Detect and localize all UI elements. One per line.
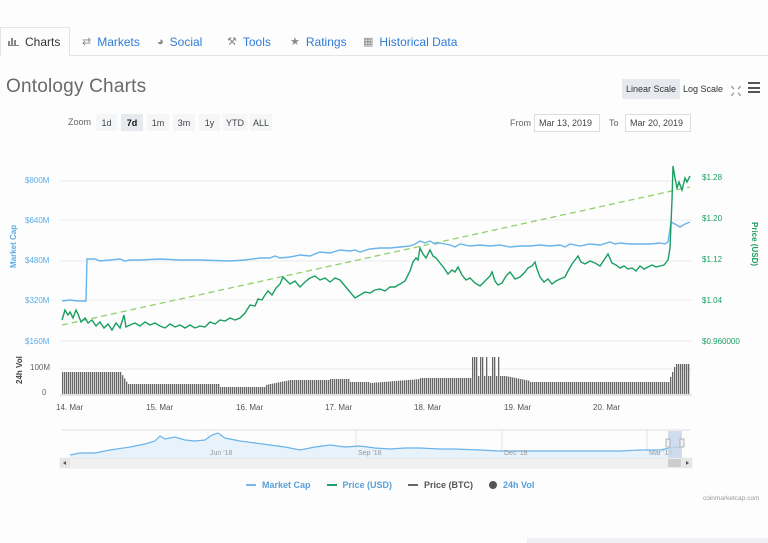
right-axis: $1.28 $1.20 $1.12 $1.04 $0.960000 Price …	[702, 173, 759, 346]
tab-tools[interactable]: ⚒ Tools	[227, 27, 271, 56]
zoom-3m-button[interactable]: 3m	[173, 114, 195, 131]
svg-text:$480M: $480M	[25, 256, 50, 265]
menu-icon[interactable]	[748, 82, 760, 93]
x-axis: 14. Mar 15. Mar 16. Mar 17. Mar 18. Mar …	[56, 403, 620, 412]
legend-line-icon	[326, 484, 337, 486]
zoom-1y-button[interactable]: 1y	[199, 114, 220, 131]
navigator-selection	[668, 431, 682, 458]
svg-text:17. Mar: 17. Mar	[325, 403, 352, 412]
log-scale-button[interactable]: Log Scale	[683, 84, 724, 94]
exchange-icon: ⇄	[82, 36, 92, 48]
fullscreen-icon[interactable]	[730, 83, 742, 97]
price-usd-line	[61, 165, 691, 332]
from-label: From	[510, 118, 531, 128]
svg-text:Dec '18: Dec '18	[504, 450, 528, 457]
navigator[interactable]: Jun '18 Sep '18 Dec '18 Mar '19	[59, 429, 693, 469]
svg-text:16. Mar: 16. Mar	[236, 403, 263, 412]
grid-lines	[60, 180, 692, 370]
globe-icon: ◕	[157, 35, 164, 48]
svg-text:24h Vol: 24h Vol	[15, 356, 24, 384]
market-cap-line	[61, 220, 691, 302]
zoom-label: Zoom	[68, 117, 92, 127]
from-date-input[interactable]: Mar 13, 2019	[534, 114, 600, 132]
zoom-1d-button[interactable]: 1d	[96, 114, 117, 131]
tab-label: Ratings	[305, 34, 347, 49]
tab-historical-data[interactable]: ▦ Historical Data	[363, 27, 457, 56]
zoom-7d-button[interactable]: 7d	[121, 114, 143, 131]
svg-text:14. Mar: 14. Mar	[56, 403, 83, 412]
svg-text:$320M: $320M	[25, 296, 50, 305]
credits-link[interactable]: coinmarketcap.com	[703, 495, 760, 502]
volume-axis: 100M 0 24h Vol	[15, 356, 50, 397]
svg-text:100M: 100M	[30, 363, 50, 372]
bottom-strip	[527, 538, 768, 543]
tab-social[interactable]: ◕ Social	[157, 27, 202, 56]
svg-text:20. Mar: 20. Mar	[593, 403, 620, 412]
tab-label: Tools	[242, 34, 271, 49]
tab-label: Markets	[97, 34, 140, 49]
svg-text:$1.28: $1.28	[702, 173, 723, 182]
legend-line-icon	[246, 484, 256, 486]
calendar-icon: ▦	[363, 36, 374, 48]
wrench-icon: ⚒	[227, 36, 237, 48]
svg-text:$1.12: $1.12	[702, 255, 723, 264]
svg-text:$640M: $640M	[25, 216, 50, 225]
to-label: To	[609, 118, 619, 128]
svg-text:15. Mar: 15. Mar	[146, 403, 173, 412]
svg-text:18. Mar: 18. Mar	[414, 403, 441, 412]
svg-text:Mar '19: Mar '19	[649, 450, 672, 457]
tab-label: Social	[169, 34, 203, 49]
scrollbar-thumb	[668, 459, 681, 467]
svg-text:$160M: $160M	[25, 337, 50, 346]
navigator-handle-right	[679, 438, 685, 448]
svg-text:$800M: $800M	[25, 176, 50, 185]
star-icon: ★	[290, 36, 300, 48]
legend-market-cap[interactable]: Market Cap	[246, 480, 311, 490]
legend-24h-vol[interactable]: 24h Vol	[489, 480, 534, 490]
zoom-1m-button[interactable]: 1m	[147, 114, 169, 131]
chart-legend: Market Cap Price (USD) Price (BTC) 24h V…	[246, 479, 550, 491]
legend-price-usd[interactable]: Price (USD)	[326, 480, 392, 490]
legend-dot-icon	[489, 481, 498, 489]
legend-line-icon	[408, 484, 419, 486]
navigator-scrollbar	[59, 457, 693, 469]
volume-bars	[62, 357, 690, 394]
svg-text:$1.20: $1.20	[702, 214, 723, 223]
svg-text:Price (USD): Price (USD)	[750, 222, 759, 266]
svg-text:19. Mar: 19. Mar	[504, 403, 531, 412]
zoom-ytd-button[interactable]: YTD	[223, 114, 247, 131]
tab-ratings[interactable]: ★ Ratings	[290, 27, 347, 56]
trend-line	[61, 186, 691, 326]
tab-charts[interactable]: Charts	[0, 27, 70, 57]
linear-scale-button[interactable]: Linear Scale	[622, 79, 681, 99]
tab-label: Charts	[25, 35, 61, 49]
to-date-input[interactable]: Mar 20, 2019	[625, 114, 691, 132]
tab-markets[interactable]: ⇄ Markets	[82, 27, 140, 56]
zoom-all-button[interactable]: ALL	[250, 114, 272, 131]
svg-text:0: 0	[42, 388, 47, 397]
tab-bar: Charts ⇄ Markets ◕ Social ⚒ Tools ★ Rati…	[0, 27, 768, 57]
navigator-handle-left	[665, 438, 671, 448]
svg-text:$0.960000: $0.960000	[702, 337, 740, 346]
tab-label: Historical Data	[379, 34, 458, 49]
svg-text:$1.04: $1.04	[702, 296, 723, 305]
page-title: Ontology Charts	[6, 76, 147, 97]
bar-chart-icon	[8, 36, 19, 49]
legend-price-btc[interactable]: Price (BTC)	[408, 480, 473, 490]
svg-text:Jun '18: Jun '18	[210, 450, 232, 457]
svg-text:Market Cap: Market Cap	[9, 225, 18, 268]
svg-text:Sep '18: Sep '18	[358, 450, 382, 457]
left-axis: $800M $640M $480M $320M $160M Market Cap	[9, 176, 50, 346]
